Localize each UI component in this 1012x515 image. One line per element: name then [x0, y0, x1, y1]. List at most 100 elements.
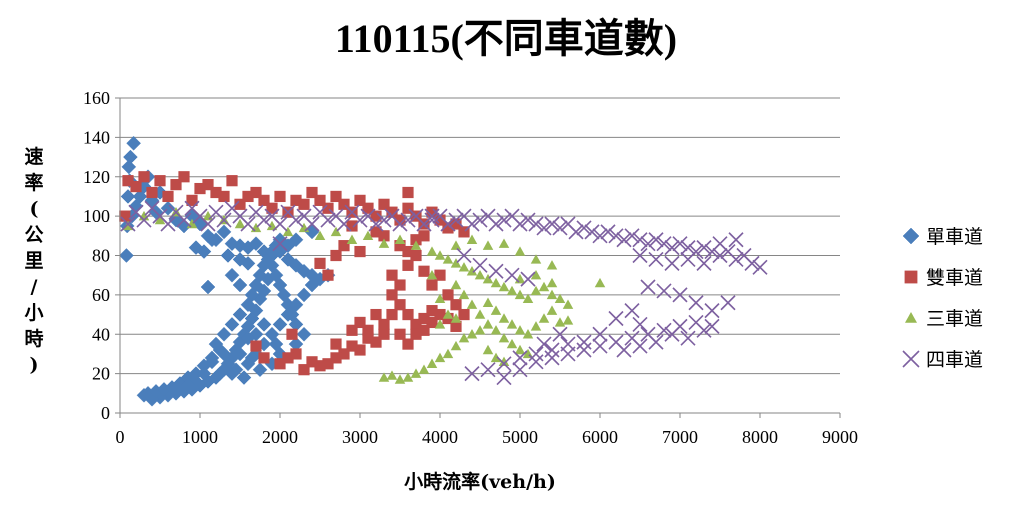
data-point [712, 247, 728, 264]
data-point [450, 240, 462, 250]
data-point [228, 362, 244, 378]
data-point [450, 320, 462, 332]
data-point [442, 309, 454, 319]
data-point [696, 240, 712, 256]
data-point [546, 305, 558, 315]
data-point [522, 293, 534, 304]
data-point [592, 338, 608, 354]
data-point [386, 269, 398, 281]
data-point [498, 332, 510, 343]
data-point [608, 228, 624, 244]
data-point [744, 255, 760, 271]
data-point [394, 279, 406, 291]
chart-title: 110115(不同車道數) [335, 16, 677, 61]
data-point [496, 369, 512, 386]
y-axis-label-char: ( [30, 198, 39, 220]
data-point [418, 230, 430, 242]
data-point [680, 251, 696, 268]
data-point [394, 328, 406, 340]
data-point [584, 224, 600, 240]
data-point [426, 358, 438, 368]
y-axis-label-char: 率 [24, 171, 43, 194]
legend-label: 四車道 [926, 349, 983, 371]
data-point [536, 220, 552, 236]
data-point [656, 236, 672, 252]
data-point [656, 322, 672, 338]
data-point [528, 216, 544, 232]
data-point [274, 358, 286, 370]
data-point [256, 317, 272, 332]
data-point [126, 135, 141, 151]
data-point [194, 182, 206, 195]
data-point [600, 224, 616, 240]
x-tick-label: 7000 [662, 427, 698, 447]
data-point [240, 216, 256, 232]
data-point [154, 214, 166, 225]
x-axis-label: 小時流率(veh/h) [404, 470, 556, 493]
data-point [466, 234, 478, 244]
data-point [394, 240, 406, 252]
data-point [400, 212, 416, 228]
data-point [378, 318, 390, 331]
tick-labels: 0 1000 2000 3000 4000 5000 6000 7000 8000 9000 0 20… [83, 88, 858, 447]
data-point [576, 334, 592, 350]
data-point [330, 352, 342, 364]
x-tick-label: 4000 [422, 427, 458, 447]
data-point [498, 356, 510, 367]
data-point [386, 308, 398, 321]
data-point [704, 318, 720, 334]
data-point [314, 194, 326, 206]
data-point [250, 340, 262, 352]
data-point [648, 334, 664, 350]
data-point [632, 232, 648, 248]
data-point [376, 212, 392, 228]
data-point [402, 372, 414, 382]
data-point [552, 326, 568, 342]
data-point [538, 313, 550, 323]
data-point [216, 224, 232, 240]
data-point [450, 258, 462, 268]
data-point [362, 230, 374, 241]
data-point [450, 299, 462, 311]
data-point [496, 212, 512, 228]
data-point [268, 336, 284, 352]
data-point [546, 260, 558, 270]
data-point [298, 364, 310, 376]
data-point [346, 220, 358, 232]
data-point [248, 236, 264, 252]
data-point [354, 245, 366, 258]
data-point [220, 248, 236, 263]
data-point [632, 316, 648, 332]
data-point [554, 317, 566, 327]
data-point [296, 287, 312, 303]
data-point [402, 186, 414, 199]
data-point [434, 293, 446, 304]
data-point [474, 309, 486, 319]
data-point [418, 265, 430, 277]
data-point [632, 247, 648, 264]
data-point [442, 289, 454, 301]
data-point [266, 220, 278, 231]
data-point [426, 279, 438, 291]
data-point [490, 277, 502, 288]
data-point [370, 210, 382, 222]
y-axis-label-char: / [31, 276, 38, 298]
data-point [546, 289, 558, 300]
data-point [648, 251, 664, 268]
data-point [288, 212, 304, 228]
data-point [272, 317, 288, 332]
y-tick-label: 20 [92, 364, 110, 384]
data-point [656, 283, 672, 299]
data-point [434, 308, 446, 321]
data-point [272, 236, 288, 252]
y-tick-label: 100 [83, 206, 110, 226]
data-point [210, 186, 222, 199]
data-point [514, 289, 526, 300]
data-point [160, 216, 176, 232]
data-point [482, 344, 494, 355]
data-point [426, 305, 438, 317]
y-tick-label: 60 [92, 285, 110, 305]
data-point [386, 206, 398, 218]
data-point [482, 297, 494, 307]
data-point [512, 362, 528, 378]
